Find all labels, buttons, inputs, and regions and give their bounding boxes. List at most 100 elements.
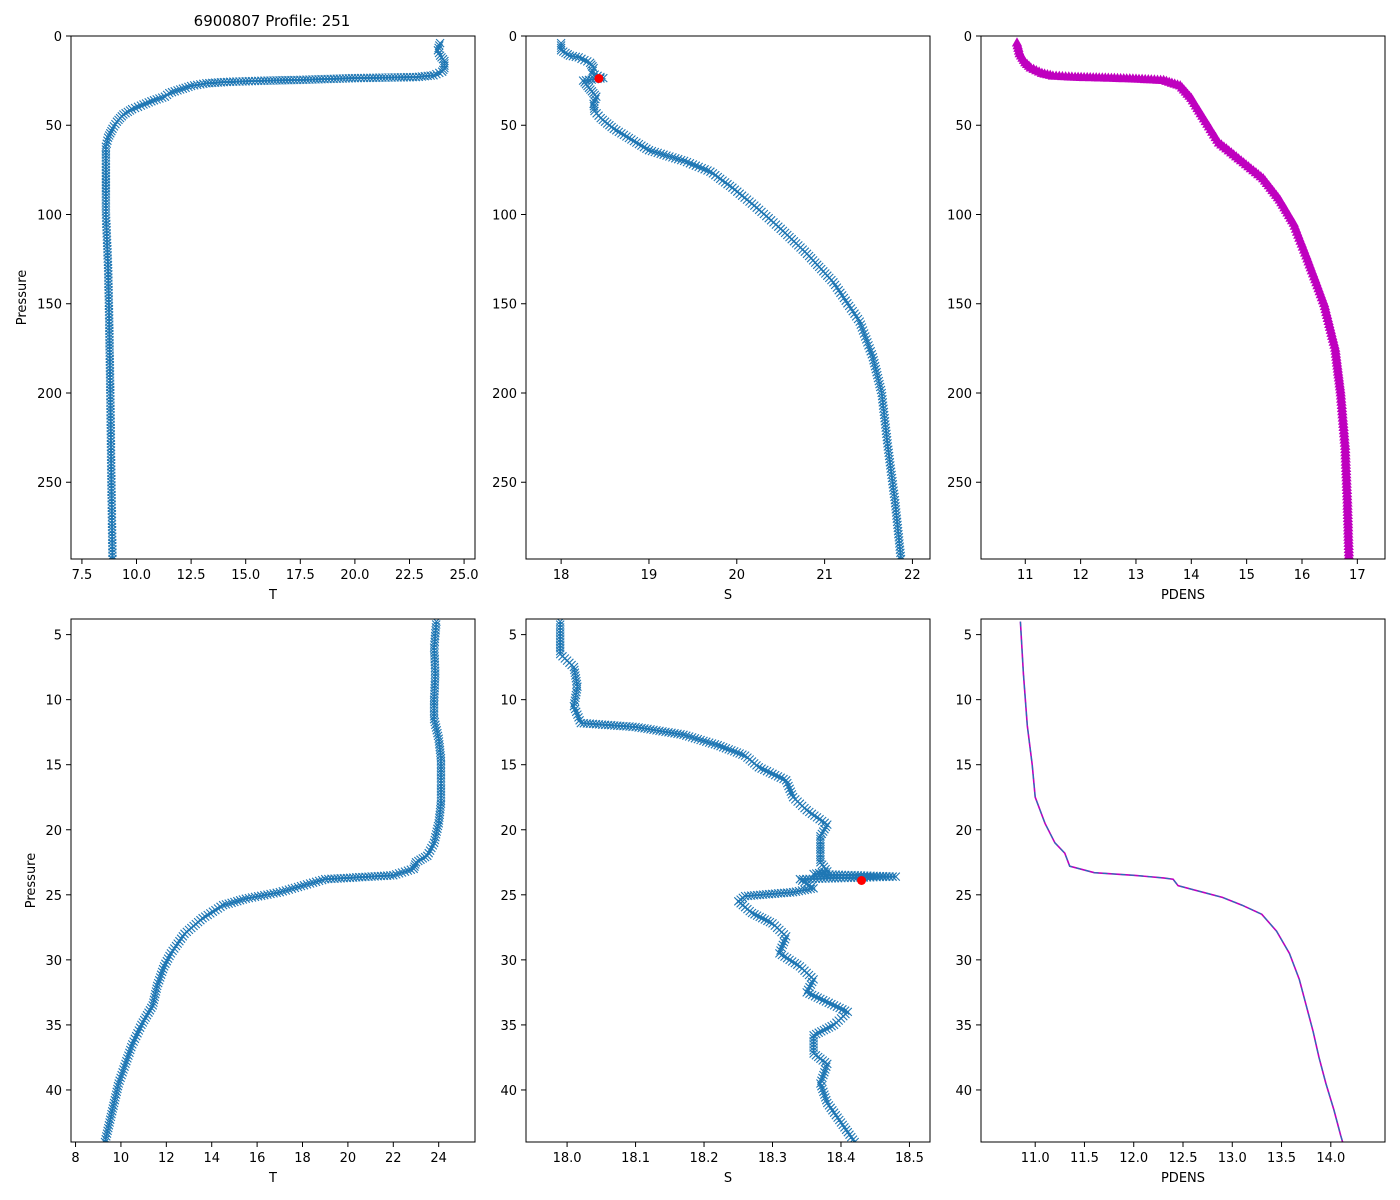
chart-panel-bottom-middle: 18.0 18.1 18.2 18.3 18.4 18.5 5 10 15 20 25 30 35 40 S: [500, 618, 931, 1186]
chart-panel-bottom-right: 11.0 11.5 12.0 12.5 13.0 13.5 14.0 5 10 15 20 25 30 3…: [955, 618, 1386, 1186]
y-tick-label: 30: [500, 954, 517, 969]
x-axis-label: S: [724, 1171, 732, 1186]
x-tick-label: 22: [904, 568, 921, 583]
x-tick-label: 7.5: [72, 568, 93, 583]
x-tick-label: 16: [249, 1151, 266, 1166]
series-markers: [101, 38, 449, 559]
y-tick-label: 30: [45, 954, 62, 969]
series-S: [555, 619, 901, 1142]
series-markers: [1011, 37, 1355, 559]
x-tick-label: 12.5: [177, 568, 206, 583]
y-tick-label: 200: [37, 387, 62, 402]
y-tick-label: 40: [45, 1084, 62, 1099]
x-tick-label: 18.5: [895, 1151, 924, 1166]
chart-panel-top-right: 11 12 13 14 15 16 17 0 50 100 150 200 250 PDENS: [947, 30, 1386, 603]
plot-area: [101, 38, 449, 559]
x-tick-label: 12.5: [1169, 1151, 1198, 1166]
x-tick-label: 19: [641, 568, 658, 583]
y-tick-label: 200: [947, 387, 972, 402]
x-axis-label: T: [268, 1171, 277, 1186]
y-axis-label: Pressure: [15, 270, 30, 326]
x-tick-label: 10: [113, 1151, 130, 1166]
x-tick-label: 14: [203, 1151, 220, 1166]
x-tick-label: 22.5: [395, 568, 424, 583]
y-tick-label: 50: [955, 119, 972, 134]
series-T: [100, 619, 446, 1142]
x-tick-label: 18: [294, 1151, 311, 1166]
x-tick-label: 13: [1128, 568, 1145, 583]
y-tick-label: 40: [500, 1084, 517, 1099]
x-tick-label: 11.0: [1021, 1151, 1050, 1166]
x-tick-label: 14.0: [1316, 1151, 1345, 1166]
x-tick-label: 20: [729, 568, 746, 583]
axes-frame: [70, 35, 476, 560]
x-tick-label: 12: [1072, 568, 1089, 583]
x-tick-label: 13.0: [1218, 1151, 1247, 1166]
y-tick-label: 40: [955, 1084, 972, 1099]
x-tick-label: 18.2: [690, 1151, 719, 1166]
chart-panel-bottom-left: 8 10 12 14 16 18 20 22 24 5 10 15 20 25 30 35 40 T Pressur…: [24, 618, 476, 1186]
figure-title: 6900807 Profile: 251: [194, 12, 351, 30]
y-tick-label: 30: [955, 954, 972, 969]
y-tick-label: 150: [492, 298, 517, 313]
y-tick-label: 10: [955, 694, 972, 709]
axes-frame: [525, 618, 931, 1143]
y-tick-label: 250: [947, 476, 972, 491]
x-tick-label: 11: [1017, 568, 1034, 583]
x-tick-label: 17.5: [286, 568, 315, 583]
panels: 7.5 10.0 12.5 15.0 17.5 20.0 22.5 25.0050100150…: [15, 30, 1386, 1186]
x-tick-label: 25.0: [450, 568, 479, 583]
axes-frame: [980, 35, 1386, 560]
x-tick-label: 12: [158, 1151, 175, 1166]
y-tick-label: 100: [492, 208, 517, 223]
series-dashed-line: [1019, 621, 1344, 1142]
plot-area: [556, 38, 906, 559]
y-tick-label: 5: [54, 629, 62, 644]
y-tick-label: 15: [45, 759, 62, 774]
y-tick-label: 150: [947, 298, 972, 313]
x-tick-label: 22: [385, 1151, 402, 1166]
y-tick-label: 0: [964, 30, 972, 45]
x-tick-label: 15: [1238, 568, 1255, 583]
series-markers: [100, 619, 446, 1142]
x-tick-label: 8: [71, 1151, 79, 1166]
x-tick-label: 15.0: [231, 568, 260, 583]
x-tick-label: 13.5: [1267, 1151, 1296, 1166]
plot-area: [100, 619, 446, 1142]
y-tick-label: 10: [45, 694, 62, 709]
y-tick-label: 25: [45, 889, 62, 904]
y-tick-label: 20: [500, 824, 517, 839]
x-tick-label: 17: [1349, 568, 1366, 583]
axes-frame: [525, 35, 931, 560]
y-tick-label: 15: [500, 759, 517, 774]
x-tick-label: 18.3: [758, 1151, 787, 1166]
x-axis-label: PDENS: [1161, 588, 1205, 603]
series-T: [101, 38, 449, 559]
plot-area: [1019, 621, 1344, 1142]
y-tick-label: 20: [955, 824, 972, 839]
y-tick-label: 20: [45, 824, 62, 839]
y-tick-label: 0: [54, 30, 62, 45]
y-tick-label: 150: [37, 298, 62, 313]
x-tick-label: 10.0: [122, 568, 151, 583]
x-axis-label: T: [268, 588, 277, 603]
y-tick-label: 250: [492, 476, 517, 491]
y-tick-label: 25: [955, 889, 972, 904]
x-tick-label: 18: [553, 568, 570, 583]
y-tick-label: 5: [509, 629, 517, 644]
chart-panel-top-left: 7.5 10.0 12.5 15.0 17.5 20.0 22.5 25.0 0 50 100 150…: [15, 30, 479, 603]
y-tick-label: 5: [964, 629, 972, 644]
x-axis-label: S: [724, 588, 732, 603]
y-tick-label: 15: [955, 759, 972, 774]
y-axis-label: Pressure: [24, 853, 39, 909]
y-tick-label: 35: [955, 1019, 972, 1034]
flag-point: [594, 73, 604, 83]
y-tick-label: 100: [37, 208, 62, 223]
axes-frame: [70, 618, 476, 1143]
y-tick-label: 100: [947, 208, 972, 223]
x-tick-label: 20.0: [340, 568, 369, 583]
plot-area: [555, 619, 901, 1142]
x-axis-label: PDENS: [1161, 1171, 1205, 1186]
